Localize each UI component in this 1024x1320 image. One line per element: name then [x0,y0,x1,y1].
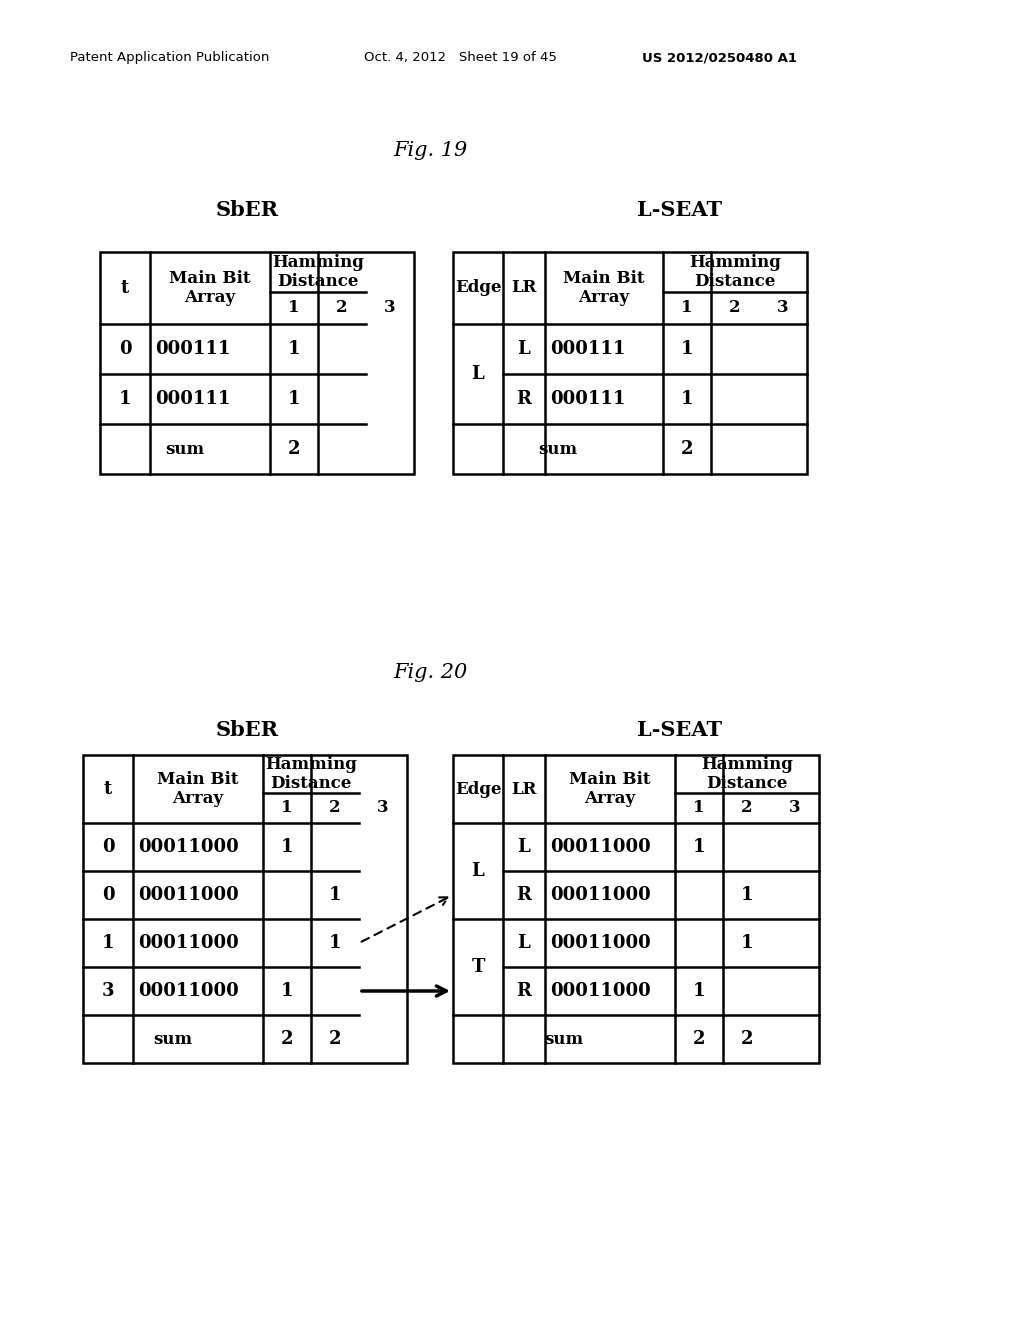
Text: 00011000: 00011000 [550,935,650,952]
Text: 000111: 000111 [550,341,626,358]
Text: L: L [517,935,530,952]
Text: L-SEAT: L-SEAT [637,201,723,220]
Bar [83,755,407,1063]
Text: 1: 1 [288,300,300,317]
Text: R: R [516,982,531,1001]
Text: Fig. 19: Fig. 19 [393,140,467,160]
Text: 0: 0 [101,838,115,855]
Text: sum: sum [166,441,205,458]
Text: T: T [471,958,484,975]
Text: 1: 1 [281,838,293,855]
Text: R: R [516,886,531,904]
Text: L: L [472,862,484,880]
Text: 3: 3 [777,300,788,317]
Text: 1: 1 [693,800,705,817]
Text: 1: 1 [281,982,293,1001]
Text: t: t [103,780,112,799]
Text: 2: 2 [681,440,693,458]
Text: Hamming
Distance: Hamming Distance [689,253,781,290]
Text: 2: 2 [329,1030,341,1048]
Text: 1: 1 [119,389,131,408]
Text: sum: sum [539,441,578,458]
Text: sum: sum [545,1031,584,1048]
Text: Hamming
Distance: Hamming Distance [265,755,357,792]
Text: LR: LR [511,280,537,297]
Text: 00011000: 00011000 [138,982,239,1001]
Text: 1: 1 [329,935,341,952]
Text: L-SEAT: L-SEAT [637,719,723,741]
Text: Hamming
Distance: Hamming Distance [701,755,793,792]
Text: 1: 1 [693,982,706,1001]
Text: Edge: Edge [455,280,502,297]
Text: 1: 1 [681,300,693,317]
Text: L: L [517,341,530,358]
Text: Main Bit
Array: Main Bit Array [158,771,239,808]
Text: 0: 0 [101,886,115,904]
Text: 0: 0 [119,341,131,358]
Bar [100,252,414,474]
Text: Main Bit
Array: Main Bit Array [563,269,645,306]
Text: sum: sum [154,1031,193,1048]
Text: 3: 3 [377,800,389,817]
Text: 3: 3 [790,800,801,817]
Text: 1: 1 [740,935,754,952]
Bar [453,755,819,1063]
Text: 00011000: 00011000 [138,838,239,855]
Text: 000111: 000111 [155,389,230,408]
Text: Fig. 20: Fig. 20 [393,663,467,681]
Text: 2: 2 [693,1030,706,1048]
Text: 1: 1 [681,389,693,408]
Text: US 2012/0250480 A1: US 2012/0250480 A1 [642,51,798,65]
Text: Hamming
Distance: Hamming Distance [272,253,364,290]
Text: SbER: SbER [215,201,279,220]
Text: 1: 1 [101,935,115,952]
Text: 00011000: 00011000 [550,886,650,904]
Text: L: L [517,838,530,855]
Text: 2: 2 [329,800,341,817]
Text: 1: 1 [693,838,706,855]
Text: 3: 3 [384,300,396,317]
Text: t: t [121,279,129,297]
Text: 3: 3 [101,982,115,1001]
Bar [453,252,807,474]
Text: Main Bit
Array: Main Bit Array [169,269,251,306]
Text: Edge: Edge [455,780,502,797]
Text: 1: 1 [288,341,300,358]
Text: Oct. 4, 2012   Sheet 19 of 45: Oct. 4, 2012 Sheet 19 of 45 [364,51,556,65]
Text: Main Bit
Array: Main Bit Array [569,771,650,808]
Text: SbER: SbER [215,719,279,741]
Text: L: L [472,366,484,383]
Text: 1: 1 [681,341,693,358]
Text: 000111: 000111 [550,389,626,408]
Text: 2: 2 [741,800,753,817]
Text: 00011000: 00011000 [138,886,239,904]
Text: 1: 1 [288,389,300,408]
Text: 1: 1 [282,800,293,817]
Text: 00011000: 00011000 [138,935,239,952]
Text: 00011000: 00011000 [550,982,650,1001]
Text: LR: LR [511,780,537,797]
Text: 2: 2 [336,300,348,317]
Text: 1: 1 [329,886,341,904]
Text: 1: 1 [740,886,754,904]
Text: 000111: 000111 [155,341,230,358]
Text: 2: 2 [288,440,300,458]
Text: 2: 2 [729,300,740,317]
Text: 00011000: 00011000 [550,838,650,855]
Text: Patent Application Publication: Patent Application Publication [71,51,269,65]
Text: 2: 2 [281,1030,293,1048]
Text: R: R [516,389,531,408]
Text: 2: 2 [740,1030,754,1048]
